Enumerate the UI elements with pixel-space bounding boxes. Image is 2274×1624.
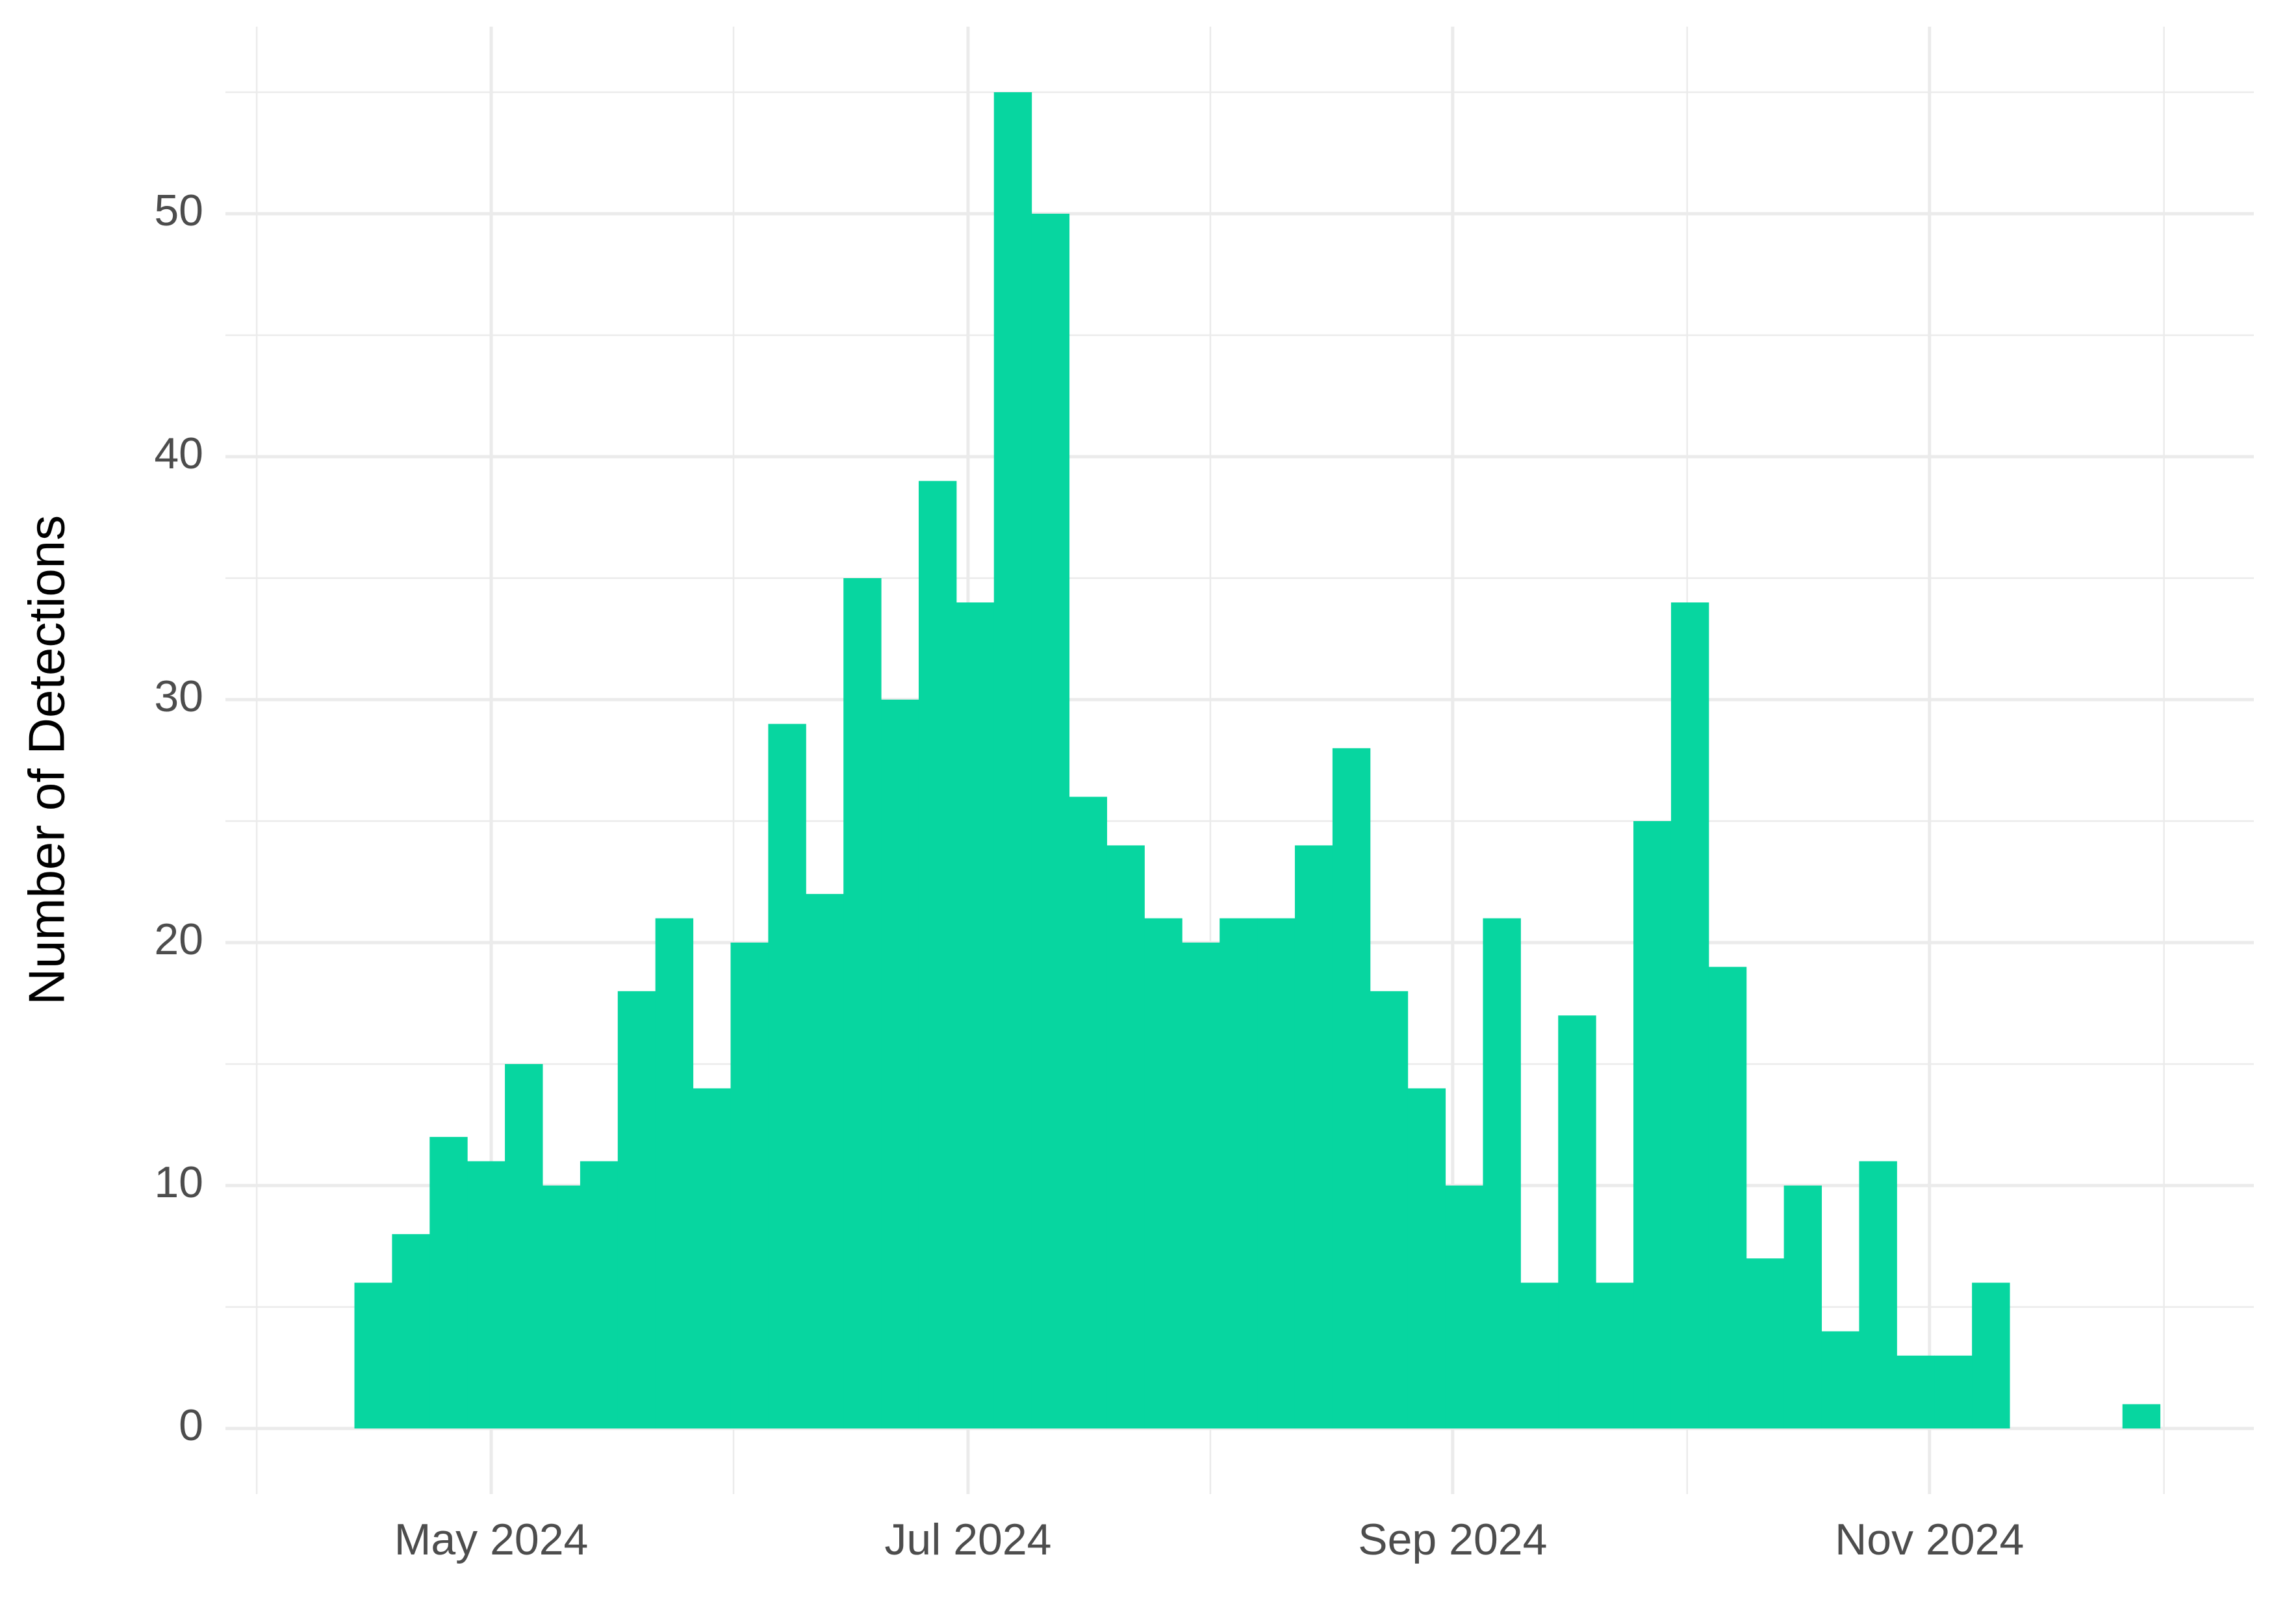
y-tick-label: 20: [154, 915, 203, 964]
bar: [1294, 845, 1333, 1429]
bar: [655, 918, 694, 1429]
bar: [505, 1064, 543, 1429]
bar: [1783, 1186, 1822, 1429]
bar: [1445, 1186, 1483, 1429]
bar: [693, 1088, 731, 1429]
bar: [580, 1161, 619, 1429]
bar: [543, 1186, 581, 1429]
x-tick-label: May 2024: [394, 1515, 589, 1564]
bar: [1069, 796, 1107, 1429]
bar: [1972, 1282, 2010, 1429]
bar: [993, 92, 1032, 1429]
bar: [1407, 1088, 1446, 1429]
y-axis-label: Number of Detections: [18, 515, 75, 1005]
bar: [1106, 845, 1145, 1429]
bar: [467, 1161, 505, 1429]
bar: [1670, 602, 1709, 1429]
bar: [1596, 1282, 1634, 1429]
bar: [1182, 943, 1220, 1429]
bar: [1220, 918, 1258, 1429]
bar: [1144, 918, 1182, 1429]
y-tick-label: 0: [179, 1401, 203, 1450]
bar: [806, 894, 844, 1429]
x-tick-label: Nov 2024: [1835, 1515, 2024, 1564]
bar: [1483, 918, 1521, 1429]
bar: [956, 602, 995, 1429]
bar: [1520, 1282, 1559, 1429]
bar: [843, 577, 882, 1429]
bar: [429, 1137, 468, 1429]
y-tick-label: 40: [154, 429, 203, 478]
x-tick-label: Jul 2024: [884, 1515, 1051, 1564]
y-tick-label: 50: [154, 186, 203, 235]
bar: [617, 991, 656, 1429]
bar: [1746, 1258, 1785, 1429]
bar: [1031, 213, 1070, 1429]
x-tick-label: Sep 2024: [1358, 1515, 1547, 1564]
bar: [1558, 1015, 1596, 1429]
bar: [1897, 1355, 1935, 1429]
bar: [1859, 1161, 1897, 1429]
bar: [354, 1282, 392, 1429]
bar: [881, 699, 919, 1429]
bar: [1708, 967, 1747, 1429]
bar: [392, 1234, 430, 1429]
bar: [1934, 1355, 1973, 1429]
y-tick-label: 10: [154, 1158, 203, 1207]
bar: [1633, 821, 1672, 1429]
bar: [1332, 748, 1371, 1429]
bar: [918, 481, 957, 1429]
y-tick-label: 30: [154, 672, 203, 721]
bar: [768, 724, 806, 1429]
bar: [1257, 918, 1296, 1429]
bar: [1370, 991, 1409, 1429]
bar: [1821, 1331, 1859, 1429]
bar: [730, 943, 769, 1429]
bar: [2122, 1404, 2161, 1429]
